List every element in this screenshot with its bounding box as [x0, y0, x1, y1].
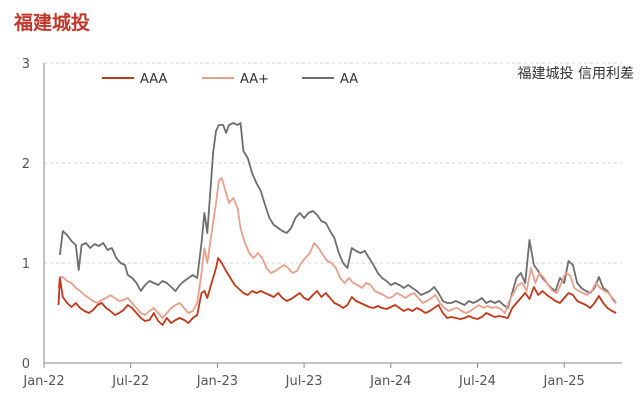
- series-lines: [57, 122, 617, 326]
- x-tick-label: Jul-23: [285, 374, 323, 389]
- legend-label: AA+: [240, 72, 269, 87]
- x-tick-label: Jan-22: [22, 374, 64, 389]
- legend: AAA AA+ AA: [102, 72, 358, 87]
- y-tick-label: 1: [22, 257, 30, 272]
- legend-label: AA: [340, 72, 358, 87]
- series-line-aa: [59, 122, 617, 309]
- x-axis: Jan-22 Jul-22 Jan-23 Jul-23 Jan-24 Jul-24 Jan-…: [22, 363, 585, 389]
- x-tick-label: Jan-23: [196, 374, 238, 389]
- y-tick-label: 0: [22, 357, 30, 372]
- y-tick-label: 3: [22, 57, 30, 72]
- x-tick-label: Jan-25: [543, 374, 585, 389]
- grid-lines: [44, 62, 622, 264]
- legend-label: AAA: [140, 72, 168, 87]
- page-title: 福建城投: [14, 12, 91, 34]
- x-tick-label: Jan-24: [369, 374, 411, 389]
- x-tick-label: Jul-22: [111, 374, 149, 389]
- y-tick-label: 2: [22, 157, 30, 172]
- chart-annotation: 福建城投 信用利差: [518, 66, 634, 82]
- y-axis: 0 1 2 3: [22, 57, 622, 372]
- x-tick-label: Jul-24: [458, 374, 496, 389]
- series-line-aaplus: [57, 177, 617, 319]
- series-line-aaa: [57, 257, 617, 326]
